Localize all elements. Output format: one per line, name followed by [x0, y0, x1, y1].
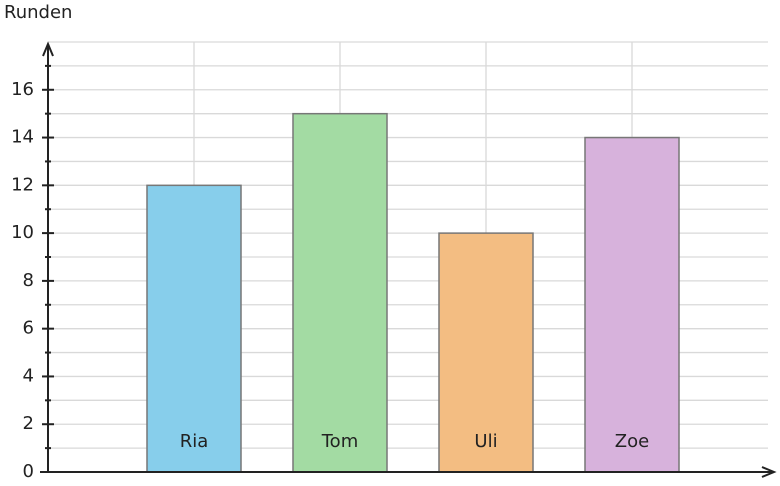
category-label: Tom: [321, 431, 358, 452]
y-tick-label: 2: [23, 413, 34, 434]
category-label: Ria: [180, 431, 209, 452]
y-tick-label: 16: [11, 79, 34, 100]
y-tick-label: 12: [11, 174, 34, 195]
y-tick-label: 10: [11, 222, 34, 243]
bar: [438, 232, 534, 473]
category-label: Zoe: [615, 431, 649, 452]
y-axis-arrow: [42, 41, 54, 57]
y-tick-label: 14: [11, 127, 34, 148]
y-tick-label: 6: [23, 318, 34, 339]
category-label: Uli: [474, 431, 497, 452]
bar: [584, 136, 680, 473]
bar: [146, 184, 242, 473]
y-tick-label: 0: [23, 461, 34, 482]
y-tick-label: 8: [23, 270, 34, 291]
bar: [292, 112, 388, 473]
y-axis-label: Runden: [4, 2, 72, 23]
x-axis-arrow: [761, 466, 777, 478]
y-tick-label: 4: [23, 365, 34, 386]
